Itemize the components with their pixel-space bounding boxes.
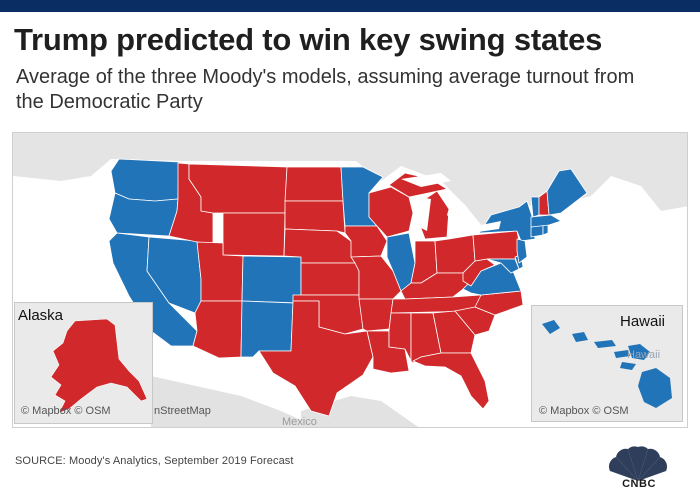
state-ar[interactable]	[358, 298, 394, 332]
state-nd[interactable]	[284, 166, 344, 202]
alaska-inset[interactable]	[14, 302, 153, 424]
state-mt[interactable]	[188, 163, 288, 214]
peacock-feather-3	[628, 446, 638, 481]
state-fl[interactable]	[412, 352, 490, 410]
hawaii-svg	[532, 306, 682, 421]
state-hi[interactable]	[542, 320, 672, 408]
state-nm[interactable]	[240, 300, 294, 358]
state-ks[interactable]	[300, 262, 360, 296]
state-wy[interactable]	[222, 212, 286, 257]
state-nc[interactable]	[474, 290, 524, 316]
state-co[interactable]	[241, 255, 302, 304]
peacock-feather-4	[638, 446, 648, 481]
chart-title: Trump predicted to win key swing states	[14, 22, 603, 57]
alaska-label: Alaska	[18, 307, 64, 324]
hawaii-basemap-label: Hawaii	[627, 349, 661, 361]
hawaii-label: Hawaii	[620, 313, 666, 330]
cnbc-logo-text: CNBC	[622, 478, 656, 490]
great-lakes	[401, 173, 501, 233]
hawaii-inset[interactable]	[531, 305, 683, 422]
mexico-label: Mexico	[282, 416, 317, 428]
state-md[interactable]	[486, 258, 520, 274]
state-sd[interactable]	[284, 200, 346, 234]
hawaii-attribution[interactable]: © Mapbox © OSM	[539, 405, 629, 417]
peacock-feather-6	[638, 457, 668, 481]
state-tx[interactable]	[258, 300, 374, 417]
state-ak[interactable]	[50, 318, 148, 414]
peacock-feather-1	[608, 457, 638, 481]
cnbc-peacock-icon	[608, 446, 668, 481]
state-ga[interactable]	[432, 310, 476, 354]
canada-land	[13, 133, 687, 231]
chart-subtitle: Average of the three Moody's models, ass…	[16, 66, 635, 113]
state-pa[interactable]	[472, 230, 522, 262]
peacock-feather-5	[638, 448, 660, 481]
top-bar	[0, 0, 700, 12]
state-ri[interactable]	[542, 224, 549, 236]
peacock-feather-2	[616, 448, 638, 481]
alaska-attribution[interactable]: © Mapbox © OSM	[21, 405, 111, 417]
alaska-svg	[15, 303, 152, 423]
mexico-land	[151, 376, 317, 427]
state-sc[interactable]	[454, 306, 496, 336]
state-me[interactable]	[546, 168, 588, 216]
state-nj[interactable]	[516, 238, 528, 264]
main-map-attribution[interactable]: nStreetMap	[154, 405, 211, 417]
state-wa[interactable]	[110, 158, 180, 202]
state-az[interactable]	[192, 300, 243, 359]
state-wi[interactable]	[368, 186, 414, 238]
source-note: SOURCE: Moody's Analytics, September 201…	[15, 455, 294, 467]
